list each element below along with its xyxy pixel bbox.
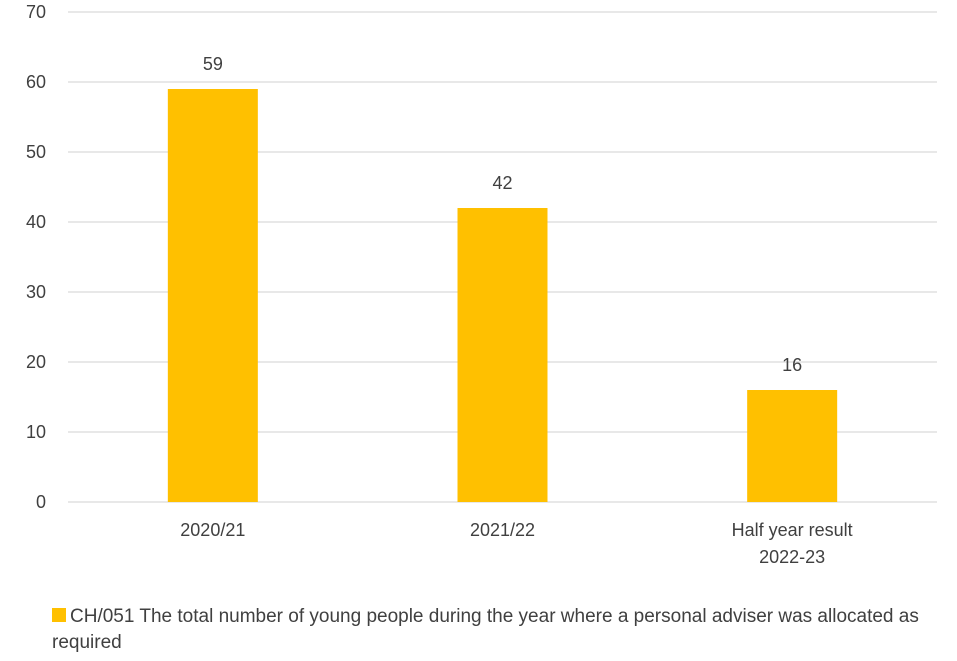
y-tick-label: 60 [26, 72, 46, 92]
x-tick-label: 2021/22 [470, 520, 535, 540]
legend-swatch [52, 608, 66, 622]
bar [167, 89, 258, 502]
legend-label: CH/051 The total number of young people … [52, 606, 919, 653]
y-tick-label: 40 [26, 212, 46, 232]
y-tick-label: 10 [26, 422, 46, 442]
y-tick-label: 20 [26, 352, 46, 372]
y-tick-label: 50 [26, 142, 46, 162]
data-label: 16 [782, 355, 802, 375]
data-label: 42 [492, 173, 512, 193]
legend: CH/051 The total number of young people … [52, 604, 942, 656]
x-axis-tick-labels: 2020/21 2021/22 Half year result 2022-23 [180, 520, 852, 567]
bar-chart: 0 10 20 30 40 50 60 70 59 42 16 2020/21 2021/22 Hal… [26, 2, 937, 567]
y-tick-label: 70 [26, 2, 46, 22]
x-tick-label: 2020/21 [180, 520, 245, 540]
bars [167, 89, 838, 502]
data-labels: 59 42 16 [203, 54, 802, 375]
y-tick-label: 0 [36, 492, 46, 512]
x-tick-label: Half year result 2022-23 [732, 520, 853, 567]
y-tick-label: 30 [26, 282, 46, 302]
bar [747, 390, 838, 502]
y-axis-tick-labels: 0 10 20 30 40 50 60 70 [26, 2, 46, 512]
data-label: 59 [203, 54, 223, 74]
bar [457, 208, 548, 502]
